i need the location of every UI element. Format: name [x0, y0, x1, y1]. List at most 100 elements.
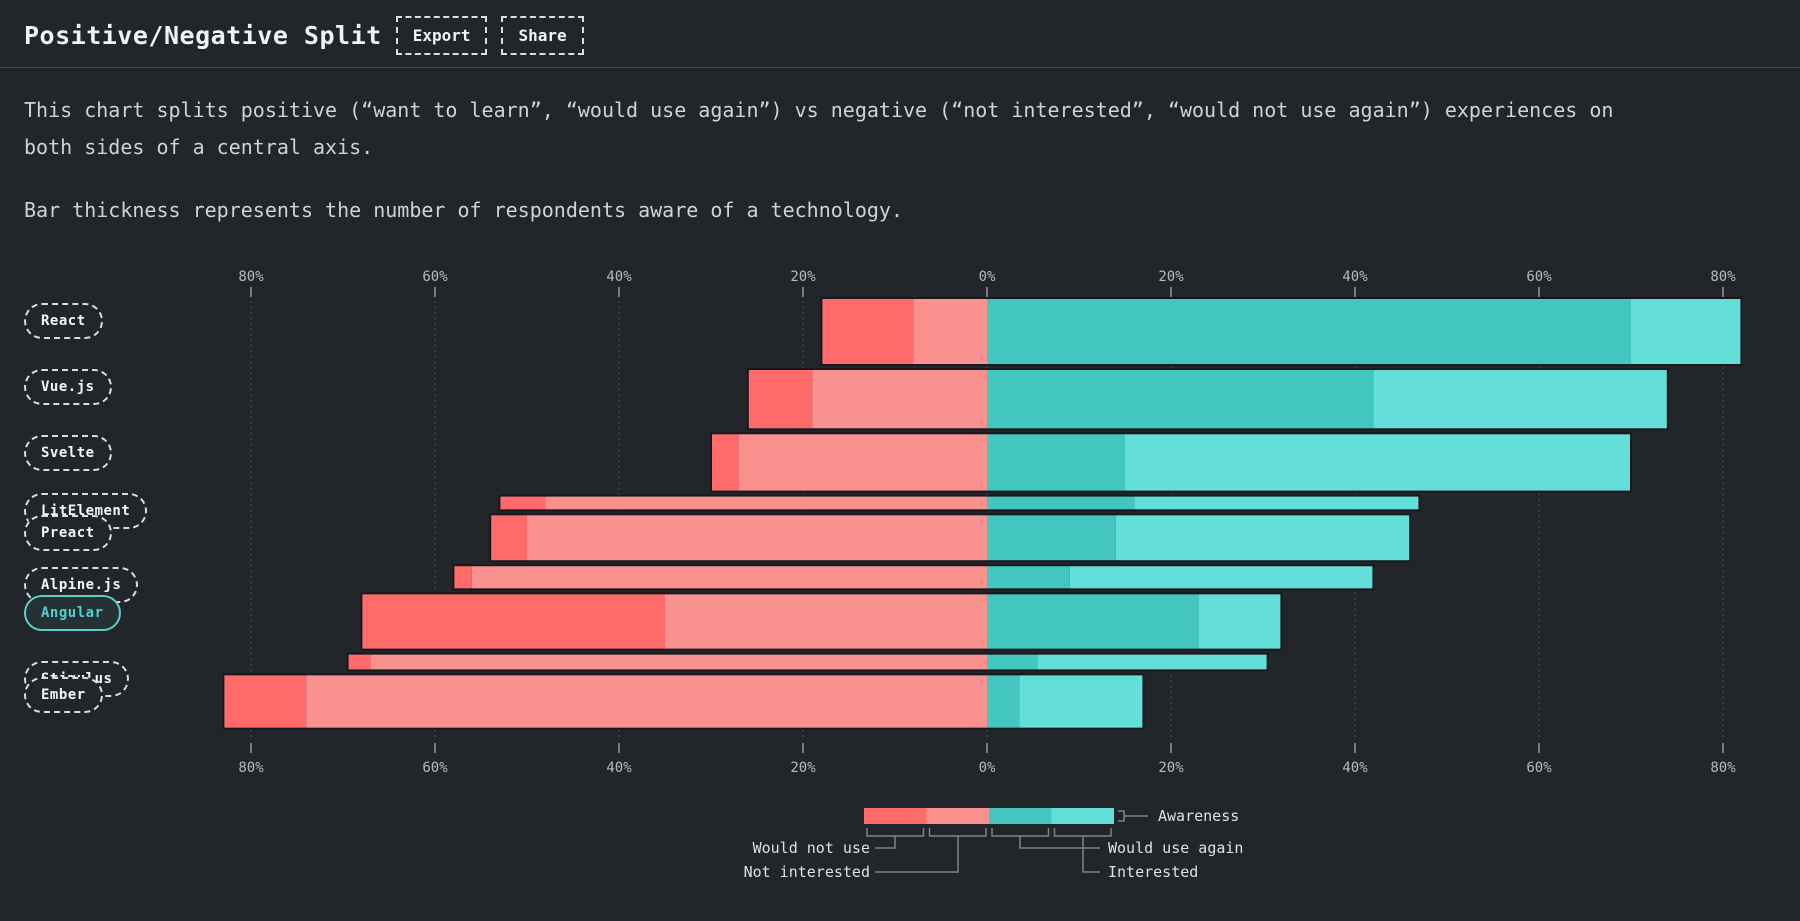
bar-react-outline — [820, 297, 1743, 366]
header-divider — [0, 67, 1800, 68]
axis-tick-label-top: 20% — [790, 269, 816, 285]
bar-alpine-js-would-use-again[interactable] — [987, 565, 1070, 590]
legend-label-not-interested: Not interested — [744, 863, 870, 881]
bar-angular-interested[interactable] — [1198, 593, 1282, 650]
axis-tick-label-bottom: 20% — [1158, 760, 1184, 775]
chart-area: 80% 80% 60% 60% 40% 40% 20% 20% 0% 0% 20% 20% 40% 40%… — [0, 255, 1800, 775]
axis-tick-label-bottom: 80% — [1710, 760, 1736, 775]
legend-swatch-interested — [1051, 808, 1114, 824]
chart-description: This chart splits positive (“want to lea… — [24, 92, 1644, 229]
bar-svelte-outline — [710, 432, 1632, 493]
bar-ember-not-interested[interactable] — [306, 674, 987, 729]
bar-preact-not-interested[interactable] — [527, 514, 987, 562]
legend-connector-would-not-use — [875, 836, 896, 849]
bar-angular-would-use-again[interactable] — [987, 593, 1199, 650]
tech-pill-preact[interactable]: Preact — [24, 515, 112, 551]
bar-litelement-outline — [498, 494, 1421, 512]
legend-bracket-interested — [1053, 828, 1112, 837]
tech-pill-vue-js[interactable]: Vue.js — [24, 369, 112, 405]
export-button[interactable]: Export — [395, 16, 488, 55]
bar-preact-would-use-again[interactable] — [987, 514, 1116, 562]
axis-tick-label-top: 60% — [1526, 269, 1552, 285]
bar-stimulus-interested[interactable] — [1037, 653, 1268, 671]
bar-litelement-interested[interactable] — [1134, 495, 1420, 511]
legend-bracket-not-interested — [928, 828, 987, 837]
page-title: Positive/Negative Split — [24, 21, 382, 50]
legend-label-would-not-use: Would not use — [753, 839, 870, 857]
tech-pill-angular[interactable]: Angular — [24, 595, 121, 631]
bar-vue-js-would-not-use[interactable] — [747, 369, 813, 430]
bar-angular-outline — [360, 592, 1283, 651]
bar-ember-interested[interactable] — [1019, 674, 1144, 729]
bar-alpine-js-outline — [452, 564, 1375, 591]
bar-vue-js-outline — [746, 368, 1669, 431]
axis-tick-label-bottom: 80% — [238, 760, 264, 775]
bar-svelte-interested[interactable] — [1125, 433, 1631, 492]
axis-tick-label-bottom: 40% — [606, 760, 632, 775]
legend-bracket-would-use-again — [991, 828, 1050, 837]
bar-stimulus-not-interested[interactable] — [370, 653, 988, 671]
bar-litelement-would-not-use[interactable] — [499, 495, 546, 511]
diverging-bar-chart: 80% 80% 60% 60% 40% 40% 20% 20% 0% 0% 20% 20% 40% 40%… — [222, 269, 1743, 775]
legend-bracket-would-not-use — [866, 828, 925, 837]
chart-legend: Awareness Would not use Not interested W… — [744, 807, 1244, 881]
legend-connector-interested — [1082, 836, 1100, 873]
axis-tick-label-top: 0% — [979, 269, 996, 285]
bar-preact-interested[interactable] — [1115, 514, 1411, 562]
legend-awareness-bar — [864, 808, 1114, 824]
description-paragraph-2: Bar thickness represents the number of r… — [24, 198, 903, 222]
tech-pill-svelte[interactable]: Svelte — [24, 435, 112, 471]
bar-alpine-js-interested[interactable] — [1069, 565, 1374, 590]
bar-alpine-js-not-interested[interactable] — [471, 565, 987, 590]
bar-ember-would-not-use[interactable] — [223, 674, 307, 729]
legend-awareness-bracket — [1118, 810, 1125, 822]
legend-swatch-would-use-again — [989, 808, 1052, 824]
bar-svelte-would-use-again[interactable] — [987, 433, 1125, 492]
bar-react-interested[interactable] — [1631, 298, 1742, 365]
bar-preact-outline — [489, 513, 1412, 563]
bar-vue-js-not-interested[interactable] — [812, 369, 987, 430]
axis-tick-label-top: 80% — [1710, 269, 1736, 285]
bar-stimulus-would-use-again[interactable] — [987, 653, 1038, 671]
header: Positive/Negative Split Export Share — [0, 0, 1800, 67]
bar-preact-would-not-use[interactable] — [490, 514, 527, 562]
axis-tick-label-bottom: 0% — [979, 760, 996, 775]
axis-tick-label-bottom: 20% — [790, 760, 816, 775]
legend-label-would-use-again: Would use again — [1108, 839, 1243, 857]
bar-stimulus-outline — [346, 652, 1269, 672]
legend-connector-not-interested — [875, 836, 959, 873]
bar-react-would-not-use[interactable] — [821, 298, 914, 365]
bar-litelement-not-interested[interactable] — [545, 495, 987, 511]
axis-tick-label-top: 20% — [1158, 269, 1184, 285]
legend-label-interested: Interested — [1108, 863, 1198, 881]
axis-tick-label-bottom: 60% — [422, 760, 448, 775]
axis-tick-label-bottom: 60% — [1526, 760, 1552, 775]
legend-swatch-would-not-use — [864, 808, 927, 824]
bar-svelte-would-not-use[interactable] — [711, 433, 739, 492]
description-paragraph-1: This chart splits positive (“want to lea… — [24, 98, 1614, 159]
bar-angular-not-interested[interactable] — [665, 593, 987, 650]
bar-angular-would-not-use[interactable] — [361, 593, 665, 650]
bar-alpine-js-would-not-use[interactable] — [453, 565, 472, 590]
bar-react-not-interested[interactable] — [913, 298, 987, 365]
legend-swatch-not-interested — [926, 808, 989, 824]
bar-vue-js-interested[interactable] — [1373, 369, 1668, 430]
legend-label-awareness: Awareness — [1158, 807, 1239, 825]
legend-area: Awareness Would not use Not interested W… — [0, 775, 1800, 916]
share-button[interactable]: Share — [501, 16, 584, 55]
bar-svelte-not-interested[interactable] — [738, 433, 987, 492]
bar-vue-js-would-use-again[interactable] — [987, 369, 1374, 430]
bar-stimulus-would-not-use[interactable] — [347, 653, 371, 671]
axis-tick-label-top: 60% — [422, 269, 448, 285]
bar-ember-would-use-again[interactable] — [987, 674, 1020, 729]
axis-tick-label-top: 80% — [238, 269, 264, 285]
tech-pill-react[interactable]: React — [24, 303, 103, 339]
tech-pill-ember[interactable]: Ember — [24, 677, 103, 713]
legend-connector-would-use-again — [1019, 836, 1100, 849]
bar-react-would-use-again[interactable] — [987, 298, 1631, 365]
axis-tick-label-bottom: 40% — [1342, 760, 1368, 775]
bar-litelement-would-use-again[interactable] — [987, 495, 1135, 511]
axis-tick-label-top: 40% — [606, 269, 632, 285]
axis-tick-label-top: 40% — [1342, 269, 1368, 285]
bar-ember-outline — [222, 673, 1145, 730]
